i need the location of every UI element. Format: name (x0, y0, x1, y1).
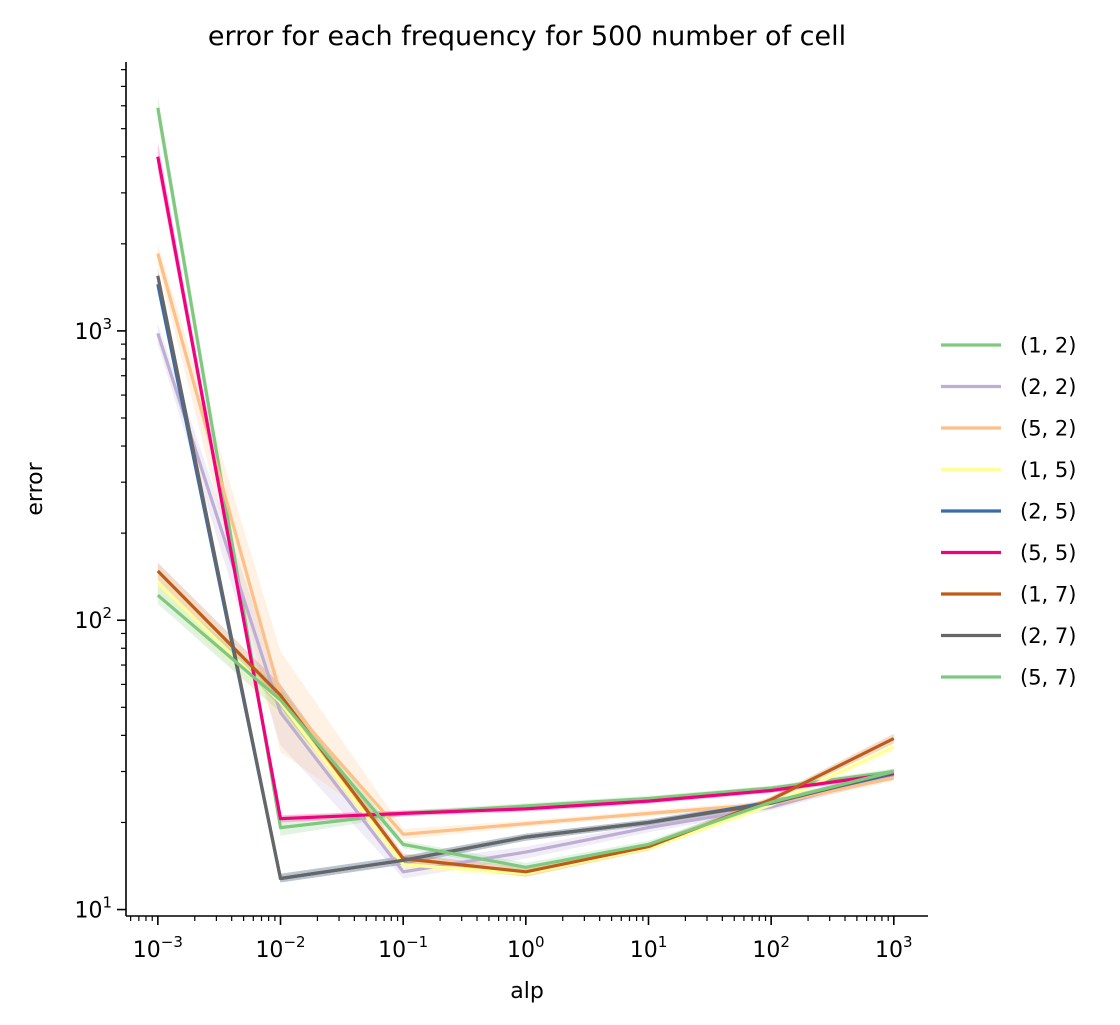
chart-title: error for each frequency for 500 number … (208, 21, 846, 52)
band-series-0 (157, 95, 894, 836)
legend-label-4: (2, 5) (1020, 500, 1076, 524)
x-axis-label: alp (510, 979, 544, 1004)
line-series-0 (156, 107, 895, 830)
x-tick-label: 10−3 (133, 933, 183, 963)
axes (125, 62, 928, 917)
legend-label-2: (5, 2) (1020, 417, 1076, 441)
band-series-5 (157, 141, 894, 823)
legend-label-7: (2, 7) (1020, 624, 1076, 648)
legend-label-8: (5, 7) (1020, 666, 1076, 690)
x-tick-label: 102 (752, 933, 790, 963)
line-series-8 (156, 593, 895, 869)
y-ticks: 101 102 103 (74, 69, 126, 924)
line-series-1 (156, 332, 895, 874)
y-axis-label: error (23, 461, 48, 515)
x-tick-label: 10−2 (255, 933, 305, 963)
x-ticks: 10−3 10−2 10−1 100 101 102 103 (130, 916, 913, 963)
y-tick-label: 102 (74, 604, 112, 634)
series-lines (156, 107, 895, 881)
x-tick-label: 100 (507, 933, 545, 963)
legend-label-5: (5, 5) (1020, 541, 1076, 565)
line-series-6 (156, 569, 895, 874)
band-series-6 (157, 562, 894, 877)
x-tick-label: 10−1 (378, 933, 428, 963)
x-tick-label: 101 (630, 933, 668, 963)
line-series-5 (156, 156, 895, 821)
y-tick-label: 101 (74, 894, 112, 924)
x-tick-label: 103 (875, 933, 913, 963)
legend-label-6: (1, 7) (1020, 583, 1076, 607)
legend-label-1: (2, 2) (1020, 375, 1076, 399)
legend-label-0: (1, 2) (1020, 334, 1076, 358)
legend: (1, 2) (2, 2) (5, 2) (1, 5) (2, 5) (5, 5) (1, … (941, 334, 1076, 690)
y-tick-label: 103 (74, 315, 112, 345)
legend-label-3: (1, 5) (1020, 458, 1076, 482)
